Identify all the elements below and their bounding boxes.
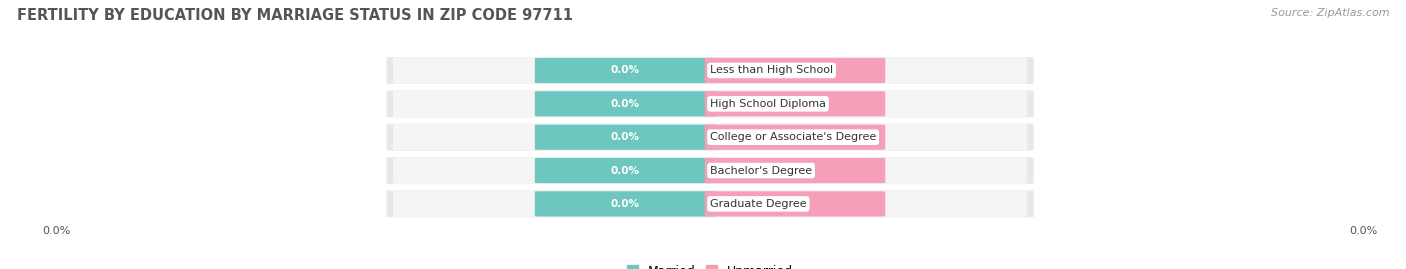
- FancyBboxPatch shape: [387, 57, 1033, 84]
- Text: College or Associate's Degree: College or Associate's Degree: [710, 132, 876, 142]
- FancyBboxPatch shape: [704, 58, 886, 83]
- Text: FERTILITY BY EDUCATION BY MARRIAGE STATUS IN ZIP CODE 97711: FERTILITY BY EDUCATION BY MARRIAGE STATU…: [17, 8, 572, 23]
- FancyBboxPatch shape: [704, 191, 886, 217]
- Text: 0.0%: 0.0%: [610, 65, 640, 76]
- FancyBboxPatch shape: [534, 91, 716, 116]
- FancyBboxPatch shape: [392, 91, 1028, 117]
- Text: 0.0%: 0.0%: [780, 99, 810, 109]
- FancyBboxPatch shape: [392, 57, 1028, 84]
- Text: Less than High School: Less than High School: [710, 65, 834, 76]
- FancyBboxPatch shape: [534, 158, 716, 183]
- Text: 0.0%: 0.0%: [780, 132, 810, 142]
- FancyBboxPatch shape: [392, 191, 1028, 217]
- FancyBboxPatch shape: [387, 90, 1033, 117]
- FancyBboxPatch shape: [704, 158, 886, 183]
- Text: 0.0%: 0.0%: [780, 199, 810, 209]
- FancyBboxPatch shape: [387, 124, 1033, 151]
- Text: Graduate Degree: Graduate Degree: [710, 199, 807, 209]
- FancyBboxPatch shape: [392, 124, 1028, 150]
- FancyBboxPatch shape: [387, 190, 1033, 217]
- Text: 0.0%: 0.0%: [610, 132, 640, 142]
- Text: 0.0%: 0.0%: [780, 65, 810, 76]
- FancyBboxPatch shape: [392, 157, 1028, 184]
- Text: High School Diploma: High School Diploma: [710, 99, 827, 109]
- Text: 0.0%: 0.0%: [610, 99, 640, 109]
- Text: 0.0%: 0.0%: [610, 165, 640, 176]
- FancyBboxPatch shape: [534, 58, 716, 83]
- FancyBboxPatch shape: [534, 125, 716, 150]
- FancyBboxPatch shape: [534, 191, 716, 217]
- Text: Bachelor's Degree: Bachelor's Degree: [710, 165, 813, 176]
- Text: 0.0%: 0.0%: [610, 199, 640, 209]
- Text: Source: ZipAtlas.com: Source: ZipAtlas.com: [1271, 8, 1389, 18]
- FancyBboxPatch shape: [387, 157, 1033, 184]
- Text: 0.0%: 0.0%: [780, 165, 810, 176]
- FancyBboxPatch shape: [704, 125, 886, 150]
- FancyBboxPatch shape: [704, 91, 886, 116]
- Legend: Married, Unmarried: Married, Unmarried: [627, 265, 793, 269]
